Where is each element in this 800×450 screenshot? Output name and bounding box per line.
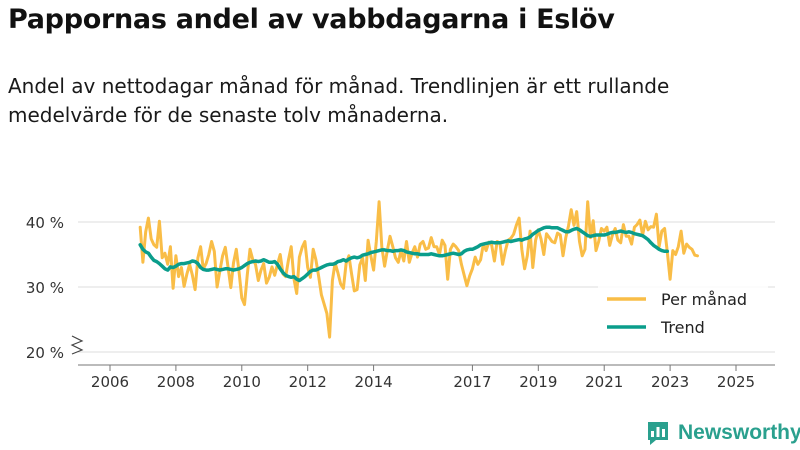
x-tick-label: 2014	[354, 373, 392, 391]
newsworthy-logo-icon	[648, 422, 668, 445]
x-tick-label: 2010	[223, 373, 261, 391]
brand-name: Newsworthy	[678, 421, 800, 444]
x-tick-label: 2012	[289, 373, 327, 391]
x-tick-label: 2025	[717, 373, 755, 391]
x-tick-label: 2021	[585, 373, 623, 391]
x-tick-label: 2019	[519, 373, 557, 391]
y-tick-label: 20 %	[26, 344, 64, 362]
axis-break-icon	[70, 335, 84, 355]
x-tick-label: 2023	[651, 373, 689, 391]
legend-label: Trend	[660, 318, 705, 337]
chart-title: Pappornas andel av vabbdagarna i Eslöv	[8, 4, 615, 35]
y-tick-label: 30 %	[26, 279, 64, 297]
y-tick-label: 40 %	[26, 214, 64, 232]
x-tick-label: 2017	[453, 373, 491, 391]
legend-box	[598, 284, 768, 344]
series-per-manad-line	[138, 200, 699, 339]
legend-label: Per månad	[661, 290, 747, 309]
series-trend-line	[138, 225, 670, 283]
x-tick-label: 2006	[91, 373, 129, 391]
newsworthy-logo: Newsworthy	[646, 420, 800, 446]
chart-subtitle: Andel av nettodagar månad för månad. Tre…	[8, 74, 670, 127]
x-tick-label: 2008	[157, 373, 195, 391]
